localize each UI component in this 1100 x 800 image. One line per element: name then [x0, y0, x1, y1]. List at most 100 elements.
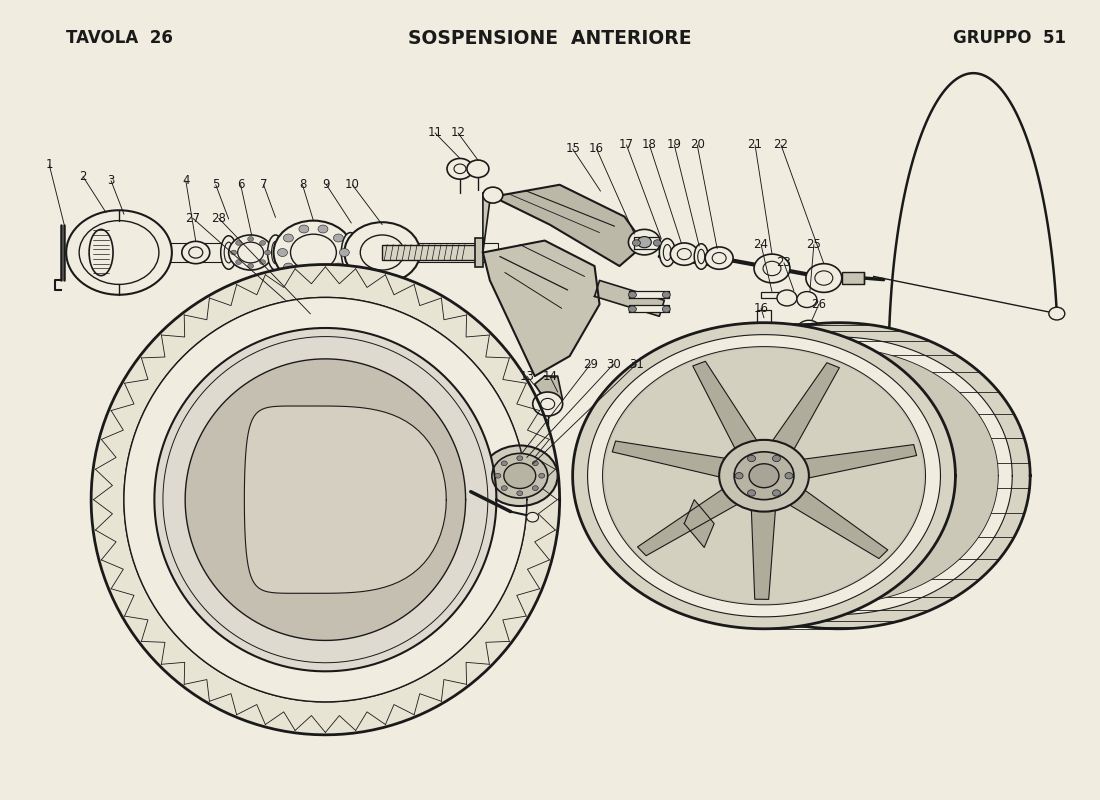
- Text: 25: 25: [806, 238, 822, 251]
- Circle shape: [189, 247, 202, 258]
- Circle shape: [274, 221, 353, 285]
- Polygon shape: [613, 441, 746, 482]
- Text: 17: 17: [619, 138, 634, 151]
- Text: 14: 14: [542, 370, 558, 382]
- Polygon shape: [573, 322, 956, 629]
- Text: 1: 1: [45, 158, 53, 171]
- Circle shape: [333, 234, 343, 242]
- Circle shape: [806, 264, 842, 292]
- Text: 10: 10: [345, 178, 360, 191]
- Text: 16: 16: [754, 302, 769, 315]
- Circle shape: [344, 222, 420, 283]
- Text: 11: 11: [428, 126, 442, 139]
- Circle shape: [532, 461, 538, 466]
- Polygon shape: [154, 328, 496, 671]
- Polygon shape: [594, 281, 664, 316]
- Circle shape: [502, 486, 507, 490]
- Circle shape: [495, 474, 500, 478]
- Text: 31: 31: [629, 358, 644, 370]
- Circle shape: [517, 491, 522, 496]
- Ellipse shape: [659, 238, 675, 266]
- Circle shape: [662, 306, 670, 312]
- Circle shape: [318, 225, 328, 233]
- Circle shape: [299, 225, 309, 233]
- Polygon shape: [666, 337, 1012, 614]
- Ellipse shape: [89, 230, 113, 276]
- Circle shape: [749, 464, 779, 488]
- Circle shape: [231, 250, 236, 255]
- Circle shape: [517, 456, 522, 461]
- Circle shape: [333, 263, 343, 271]
- Text: 24: 24: [754, 238, 769, 251]
- Polygon shape: [483, 241, 600, 376]
- Circle shape: [635, 235, 654, 251]
- Circle shape: [260, 241, 265, 246]
- Text: 19: 19: [667, 138, 682, 151]
- Bar: [842, 272, 864, 285]
- Polygon shape: [693, 362, 767, 464]
- Circle shape: [532, 486, 538, 490]
- Ellipse shape: [272, 242, 279, 264]
- Bar: [119, 243, 498, 262]
- Text: 5: 5: [212, 178, 219, 191]
- Circle shape: [284, 263, 294, 271]
- Text: SOSPENSIONE  ANTERIORE: SOSPENSIONE ANTERIORE: [408, 30, 692, 48]
- Circle shape: [748, 490, 756, 496]
- Circle shape: [248, 264, 254, 269]
- Polygon shape: [603, 346, 925, 605]
- Polygon shape: [635, 237, 659, 249]
- Polygon shape: [483, 193, 498, 253]
- Bar: [757, 310, 771, 326]
- Text: 16: 16: [588, 142, 604, 155]
- Circle shape: [339, 249, 350, 257]
- Polygon shape: [605, 348, 924, 603]
- Polygon shape: [535, 376, 562, 408]
- Circle shape: [235, 241, 242, 246]
- Text: 21: 21: [748, 138, 762, 151]
- Ellipse shape: [221, 236, 236, 270]
- Text: 26: 26: [812, 298, 826, 311]
- Text: 9: 9: [322, 178, 330, 191]
- Polygon shape: [629, 305, 669, 312]
- Circle shape: [796, 291, 817, 307]
- Text: TAVOLA  26: TAVOLA 26: [66, 30, 173, 47]
- Circle shape: [466, 160, 488, 178]
- Circle shape: [504, 463, 536, 489]
- Circle shape: [755, 254, 790, 283]
- Text: 2: 2: [79, 170, 87, 183]
- Text: 3: 3: [108, 174, 114, 187]
- Circle shape: [532, 392, 562, 416]
- Circle shape: [637, 237, 651, 248]
- Circle shape: [796, 320, 821, 339]
- Ellipse shape: [341, 233, 360, 273]
- Text: 13: 13: [519, 370, 535, 382]
- Circle shape: [628, 230, 660, 255]
- Text: 8: 8: [299, 178, 306, 191]
- Circle shape: [541, 398, 554, 410]
- Circle shape: [229, 235, 273, 270]
- Circle shape: [734, 452, 794, 500]
- Circle shape: [763, 262, 781, 276]
- Circle shape: [454, 164, 466, 174]
- Text: 6: 6: [236, 178, 244, 191]
- Circle shape: [712, 253, 726, 264]
- Circle shape: [447, 158, 473, 179]
- Circle shape: [235, 260, 242, 265]
- Circle shape: [482, 446, 558, 506]
- Circle shape: [653, 240, 661, 246]
- Circle shape: [277, 249, 287, 257]
- Circle shape: [772, 455, 781, 462]
- Circle shape: [483, 187, 503, 203]
- Circle shape: [265, 250, 271, 255]
- Circle shape: [290, 234, 337, 271]
- Polygon shape: [244, 406, 447, 594]
- Text: 22: 22: [773, 138, 789, 151]
- Polygon shape: [648, 322, 1031, 629]
- Polygon shape: [185, 359, 465, 641]
- Circle shape: [284, 234, 294, 242]
- Bar: [761, 291, 779, 298]
- Text: 4: 4: [183, 174, 189, 187]
- Circle shape: [66, 210, 172, 294]
- Circle shape: [735, 473, 744, 479]
- Polygon shape: [638, 478, 755, 556]
